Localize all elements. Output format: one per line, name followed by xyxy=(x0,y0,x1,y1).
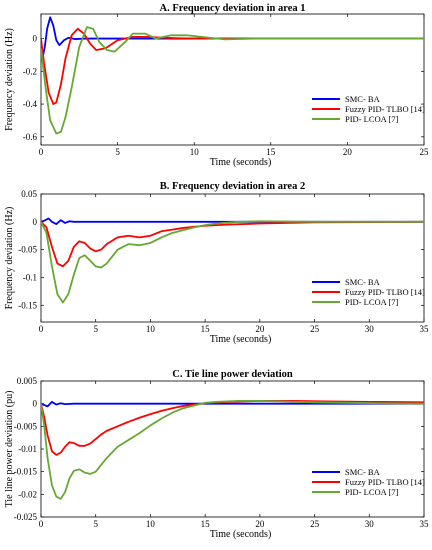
x-tick-label: 15 xyxy=(201,519,211,529)
y-tick-label: -0.025 xyxy=(14,512,38,522)
x-tick-label: 0 xyxy=(39,324,44,334)
series-line-3 xyxy=(41,400,424,500)
x-tick-label: 25 xyxy=(310,519,320,529)
y-axis-label: Frequency deviation (Hz) xyxy=(4,28,15,131)
y-tick-label: -0.4 xyxy=(23,99,38,109)
y-tick-label: -0.02 xyxy=(18,489,37,499)
chart-panel-1: A. Frequency deviation in area 1 0 5 10 15 20… xyxy=(4,3,429,168)
y-tick-label: 0.005 xyxy=(17,376,38,386)
x-tick-label: 30 xyxy=(365,519,375,529)
y-tick-label: -0.05 xyxy=(18,245,37,255)
x-tick-label: 30 xyxy=(365,324,375,334)
series-line-2 xyxy=(41,27,424,105)
x-tick-label: 15 xyxy=(201,324,211,334)
x-tick-label: 10 xyxy=(190,147,200,157)
y-tick-label: 0 xyxy=(33,399,38,409)
legend-label: SMC- BA xyxy=(345,94,381,104)
legend-label: SMC- BA xyxy=(345,277,381,287)
series-line-3 xyxy=(41,26,424,135)
chart-panel-3: C. Tie line power deviation 0 5 10 15 20 25 30 3… xyxy=(4,369,429,540)
legend-label: Fuzzy PID- TLBO [14] xyxy=(345,477,425,487)
x-tick-label: 20 xyxy=(255,519,265,529)
x-tick-label: 5 xyxy=(93,519,98,529)
y-tick-label: -0.005 xyxy=(14,421,38,431)
series-line-1 xyxy=(41,217,424,225)
x-tick-label: 0 xyxy=(39,519,44,529)
x-tick-label: 35 xyxy=(420,519,430,529)
x-tick-label: 5 xyxy=(93,324,98,334)
y-axis-label: Frequency deviation (Hz) xyxy=(4,207,15,310)
y-tick-label: 0 xyxy=(33,217,38,227)
x-tick-label: 0 xyxy=(39,147,44,157)
x-tick-label: 25 xyxy=(310,324,320,334)
y-tick-label: 0 xyxy=(33,34,38,44)
y-tick-label: 0.05 xyxy=(21,189,37,199)
legend-label: PID- LCOA [7] xyxy=(345,487,399,497)
chart-panel-2: B. Frequency deviation in area 2 0 5 10 15 20… xyxy=(4,181,429,345)
legend-label: Fuzzy PID- TLBO [14] xyxy=(345,104,425,114)
series-line-3 xyxy=(41,220,424,304)
legend-label: PID- LCOA [7] xyxy=(345,297,399,307)
x-axis-label: Time (seconds) xyxy=(210,157,272,168)
y-tick-label: -0.015 xyxy=(14,467,38,477)
x-axis-label: Time (seconds) xyxy=(210,529,272,540)
x-tick-label: 10 xyxy=(146,519,156,529)
x-tick-label: 10 xyxy=(146,324,156,334)
y-tick-label: -0.15 xyxy=(18,300,37,310)
legend-label: Fuzzy PID- TLBO [14] xyxy=(345,287,425,297)
x-tick-label: 15 xyxy=(266,147,276,157)
y-axis-label: Tie line power deviation (pu) xyxy=(4,391,15,508)
series-line-2 xyxy=(41,220,424,268)
x-tick-label: 5 xyxy=(115,147,120,157)
legend-label: SMC- BA xyxy=(345,467,381,477)
x-tick-label: 35 xyxy=(420,324,430,334)
x-tick-label: 20 xyxy=(343,147,353,157)
chart-title: C. Tie line power deviation xyxy=(172,369,293,380)
chart-title: A. Frequency deviation in area 1 xyxy=(159,3,305,14)
series-line-1 xyxy=(41,400,424,408)
x-tick-label: 20 xyxy=(255,324,265,334)
x-tick-label: 25 xyxy=(420,147,430,157)
y-tick-label: -0.1 xyxy=(23,272,37,282)
plot-frame xyxy=(40,193,425,323)
legend-label: PID- LCOA [7] xyxy=(345,114,399,124)
plot-frame xyxy=(40,13,425,146)
y-tick-label: -0.01 xyxy=(18,444,37,454)
chart-title: B. Frequency deviation in area 2 xyxy=(160,181,305,192)
y-tick-label: -0.2 xyxy=(23,66,37,76)
y-tick-label: -0.6 xyxy=(23,132,38,142)
series-line-1 xyxy=(41,16,424,60)
series-line-2 xyxy=(41,400,424,456)
x-axis-label: Time (seconds) xyxy=(210,334,272,345)
